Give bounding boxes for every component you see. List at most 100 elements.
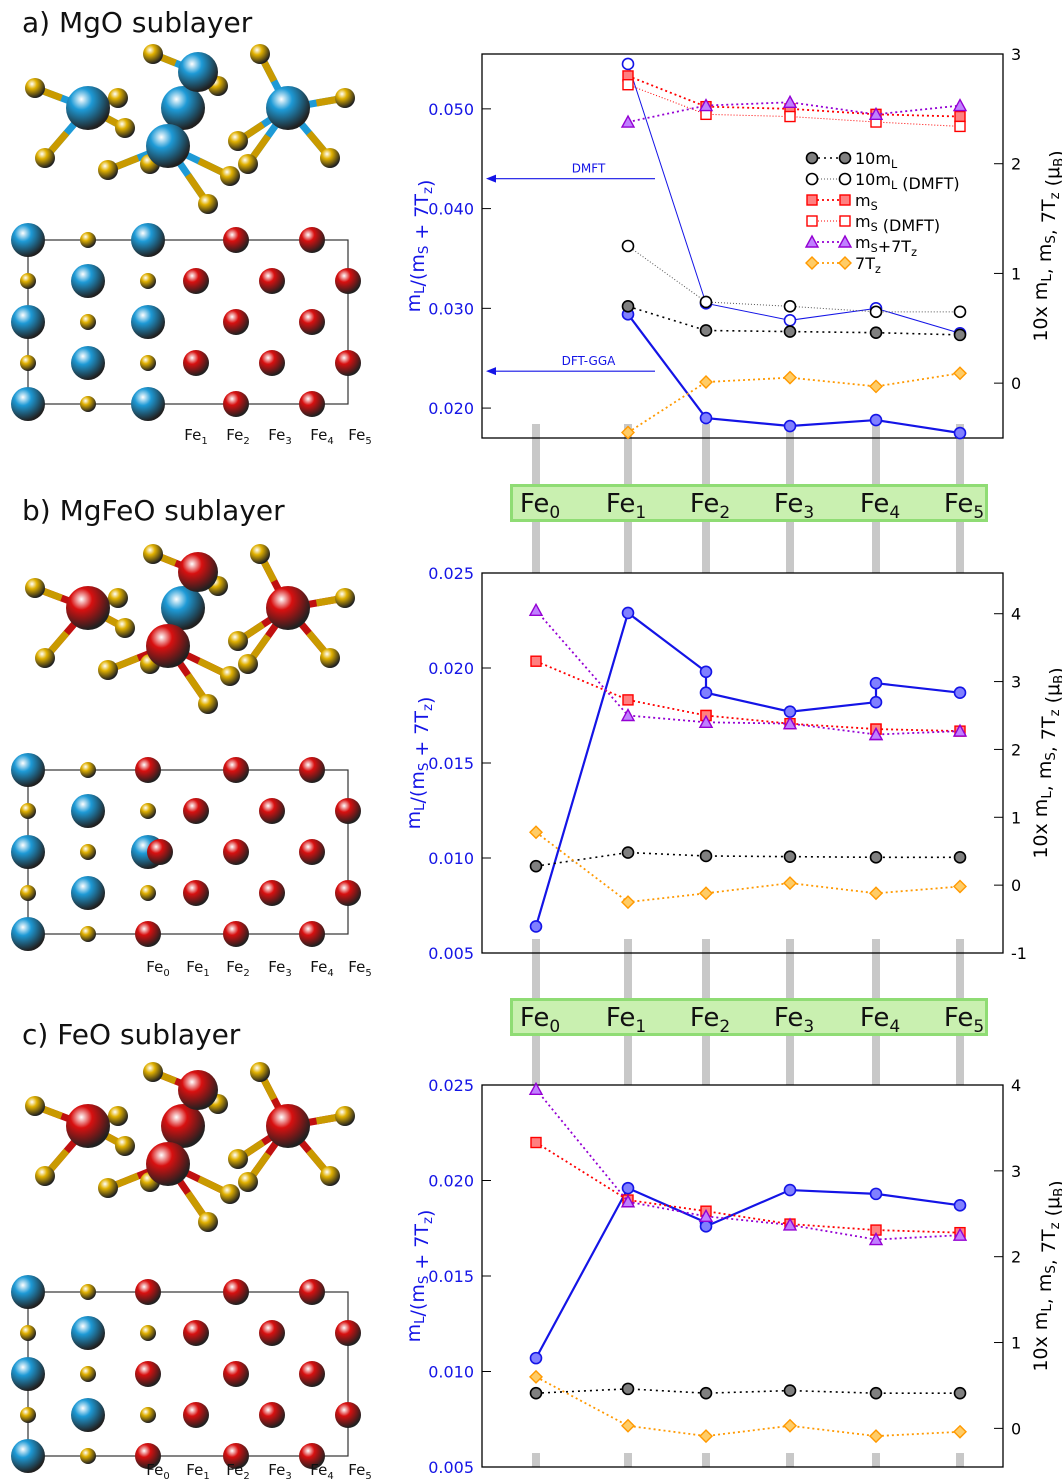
data-point — [621, 846, 635, 859]
data-point — [952, 98, 968, 112]
iron-atom — [299, 921, 325, 947]
data-point — [699, 1429, 713, 1444]
data-point — [806, 215, 818, 227]
data-point — [837, 234, 853, 248]
iron-atom — [259, 350, 285, 376]
data-point — [529, 859, 543, 873]
iron-atom — [299, 1361, 325, 1387]
series-line — [627, 75, 961, 118]
data-point — [621, 239, 635, 253]
cluster-view — [25, 44, 355, 214]
fe-connector — [702, 953, 710, 998]
lattice-view — [11, 223, 361, 421]
data-point — [783, 419, 797, 433]
banner-label-text: Fe2 — [689, 1003, 731, 1038]
fe-connector — [872, 939, 880, 953]
banner-label-text: Fe1 — [605, 489, 647, 524]
structure-site-label: Fe1 — [184, 426, 207, 447]
iron-atom — [183, 268, 209, 294]
data-point — [621, 895, 635, 910]
fe-connector — [702, 424, 710, 438]
left-tick-label: 0.015 — [428, 754, 474, 773]
left-tick-label: 0.025 — [428, 1076, 474, 1095]
chart-a: 0.020 0.030 0.040 0.050 0 1 2 3 mL/(mS + 7Tz) 10x… — [403, 45, 1062, 440]
left-tick-label: 0.010 — [428, 1363, 474, 1382]
data-point — [529, 1369, 543, 1384]
iron-atom — [135, 757, 161, 783]
data-point — [529, 920, 543, 933]
data-point — [838, 151, 852, 165]
series-10ml — [529, 1382, 967, 1400]
fe-connector — [532, 939, 540, 953]
data-point — [530, 655, 542, 667]
right-tick-label: 2 — [1011, 1248, 1021, 1267]
data-point — [528, 1081, 544, 1095]
oxygen-atom — [238, 1172, 258, 1192]
iron-atom — [335, 880, 361, 906]
legend-label: 7Tz — [855, 254, 881, 276]
cluster-view — [25, 1062, 355, 1232]
data-point — [529, 825, 543, 840]
oxygen-atom — [238, 154, 258, 174]
series-ratio-dmft- — [621, 57, 967, 340]
data-point — [869, 1429, 883, 1444]
left-axis-label-group: mL/(mS + 7Tz) — [403, 180, 437, 313]
fe-banner-2: Fe0 Fe1 Fe2 Fe3 Fe4 Fe5 — [510, 998, 988, 1038]
left-tick-label: 0.040 — [428, 200, 474, 219]
legend-label: mS+7Tz — [855, 233, 917, 259]
fe-connector — [872, 953, 880, 998]
data-point — [869, 1386, 883, 1400]
banner-2-fe5: Fe5 — [944, 1001, 984, 1044]
magnesium-atom — [11, 753, 45, 787]
right-tick-label: 1 — [1011, 264, 1021, 283]
data-point — [620, 114, 636, 128]
oxygen-atom — [320, 1166, 340, 1186]
structure-site-label: Fe3 — [268, 1461, 291, 1481]
iron-atom — [335, 350, 361, 376]
series-line — [535, 660, 961, 733]
right-axis-label-group: 10x mL, mS, 7Tz (μB) — [1030, 150, 1062, 341]
iron-atom — [66, 586, 110, 630]
structure-site-label: Fe4 — [310, 426, 333, 447]
magnesium-atom — [178, 52, 218, 92]
structure-site-label: Fe5 — [348, 958, 371, 979]
oxygen-atom — [335, 88, 355, 108]
oxygen-atom — [115, 1136, 135, 1156]
oxygen-atom — [198, 694, 218, 714]
oxygen-atom — [25, 78, 45, 98]
data-point — [839, 215, 851, 227]
series-line — [534, 611, 961, 927]
iron-atom — [223, 1361, 249, 1387]
iron-atom — [266, 1104, 310, 1148]
iron-atom — [223, 1443, 249, 1469]
magnesium-atom — [11, 305, 45, 339]
series-line — [535, 831, 961, 904]
oxygen-atom — [80, 1284, 96, 1300]
right-tick-label: 2 — [1011, 155, 1021, 174]
left-tick-label: 0.005 — [428, 944, 474, 963]
right-tick-label: 3 — [1011, 673, 1021, 692]
data-point — [698, 98, 714, 112]
data-point — [621, 57, 635, 71]
magnesium-atom — [11, 223, 45, 257]
fe-connector — [786, 1036, 794, 1085]
data-point — [954, 120, 966, 133]
series-7tz — [529, 825, 967, 910]
data-point — [953, 426, 967, 440]
data-point — [621, 1418, 635, 1433]
magnesium-atom — [71, 1316, 105, 1350]
iron-atom — [135, 921, 161, 947]
magnesium-atom — [11, 917, 45, 951]
oxygen-atom — [20, 273, 36, 289]
left-tick-label: 0.020 — [428, 659, 474, 678]
iron-atom — [299, 1443, 325, 1469]
data-point — [869, 676, 883, 690]
fe-connector — [532, 1453, 540, 1467]
data-point — [782, 94, 798, 108]
magnesium-atom — [71, 264, 105, 298]
oxygen-atom — [98, 1178, 118, 1198]
magnesium-atom — [161, 586, 205, 630]
series-line — [535, 609, 961, 736]
fe-connector — [624, 939, 632, 953]
banner-2-fe1: Fe1 — [606, 1001, 646, 1044]
